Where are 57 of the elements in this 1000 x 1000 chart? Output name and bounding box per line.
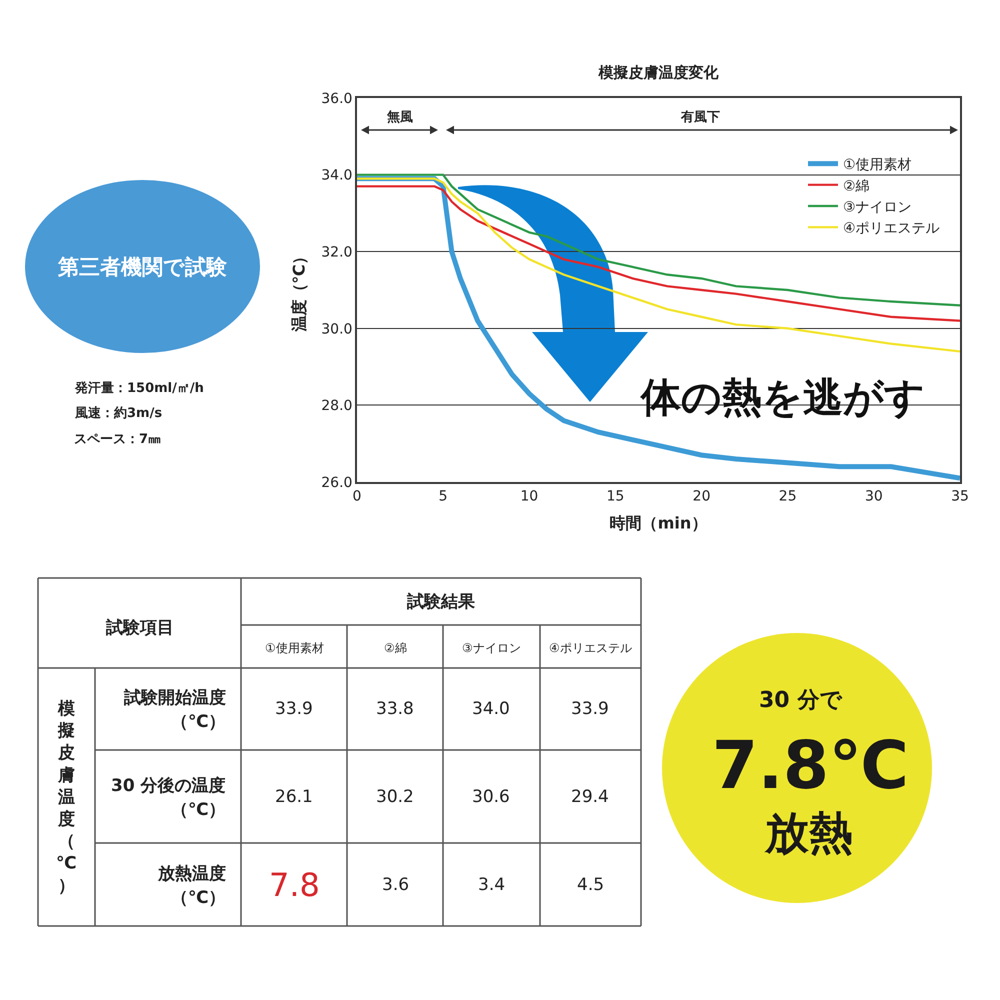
x-tick-label: 25 <box>778 488 797 505</box>
text: 試験開始温度 <box>123 688 226 708</box>
text: 7.8 <box>269 866 320 904</box>
text: 第三者機関で試験 <box>57 255 228 279</box>
legend-label: ①使用素材 <box>843 157 912 174</box>
x-tick-label: 5 <box>438 488 448 505</box>
chart-title: 模擬皮膚温度変化 <box>598 63 720 82</box>
text: ②綿 <box>384 641 407 655</box>
text: （℃） <box>171 712 226 732</box>
text: ①使用素材 <box>265 641 324 655</box>
y-tick-label: 28.0 <box>321 398 352 414</box>
y-tick-label: 36.0 <box>321 90 352 107</box>
text: 試験結果 <box>406 592 476 612</box>
text: 7.8℃ <box>712 727 909 804</box>
y-tick-label: 32.0 <box>321 244 352 260</box>
text: 30.6 <box>472 787 510 807</box>
text: 放熱温度 <box>157 864 226 884</box>
text: ③ナイロン <box>462 641 521 655</box>
text: 33.8 <box>376 699 414 719</box>
text: スペース：7㎜ <box>74 432 162 447</box>
text: 発汗量：150ml/㎡/h <box>74 381 204 396</box>
y-tick-label: 30.0 <box>321 321 352 338</box>
text: 26.1 <box>275 787 313 807</box>
text: 33.9 <box>571 699 609 719</box>
y-tick-label: 34.0 <box>321 168 352 184</box>
text: 3.6 <box>382 875 410 895</box>
text: 30 分後の温度 <box>111 776 226 796</box>
annotation: 有風下 <box>680 110 720 125</box>
text: ④ポリエステル <box>549 641 632 655</box>
y-tick-label: 26.0 <box>321 474 352 491</box>
text: 34.0 <box>472 699 510 719</box>
x-tick-label: 20 <box>692 488 710 505</box>
line-series <box>357 174 960 306</box>
y-axis-title: 温度（℃） <box>290 248 309 333</box>
text: 試験項目 <box>105 618 174 638</box>
line-series <box>357 178 960 353</box>
x-tick-label: 0 <box>352 488 362 505</box>
text: 模擬皮膚温度（℃） <box>56 699 77 896</box>
text: 風速：約3m/s <box>74 406 162 421</box>
text: 30.2 <box>376 787 414 807</box>
legend-label: ③ナイロン <box>843 199 912 216</box>
text: 30 分で <box>759 688 842 713</box>
x-axis-title: 時間（min） <box>610 514 708 533</box>
text: 放熱 <box>764 808 853 859</box>
text: 4.5 <box>577 875 604 895</box>
x-tick-label: 30 <box>864 488 883 505</box>
text: （℃） <box>171 800 226 820</box>
legend-label: ④ポリエステル <box>843 220 940 237</box>
text: 33.9 <box>275 699 313 719</box>
x-tick-label: 10 <box>520 488 538 505</box>
x-tick-label: 35 <box>951 488 969 505</box>
x-tick-label: 15 <box>606 488 624 505</box>
text: 3.4 <box>478 875 506 895</box>
legend-label: ②綿 <box>843 178 870 194</box>
annotation: 無風 <box>386 110 413 125</box>
text: （℃） <box>171 888 226 908</box>
text: 29.4 <box>571 787 609 807</box>
